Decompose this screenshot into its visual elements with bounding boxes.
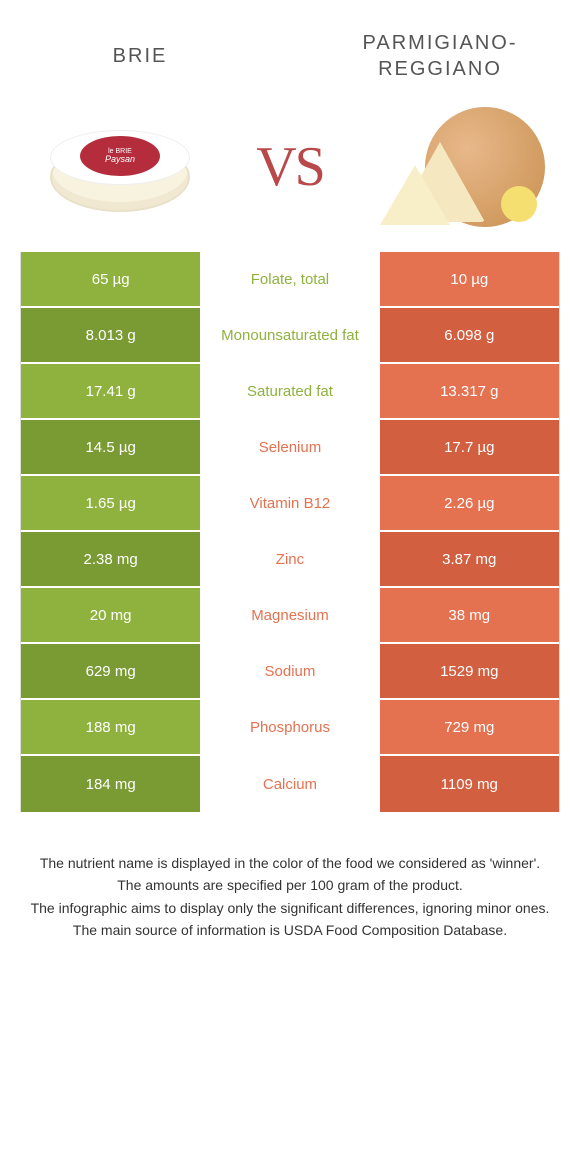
food-image-right — [370, 102, 550, 232]
table-row: 1.65 µgVitamin B122.26 µg — [21, 476, 559, 532]
nutrient-label: Magnesium — [200, 588, 379, 642]
footer-line: The nutrient name is displayed in the co… — [30, 852, 550, 874]
brie-label-icon: le BRIE Paysan — [80, 136, 160, 176]
table-row: 629 mgSodium1529 mg — [21, 644, 559, 700]
nutrient-label: Monounsaturated fat — [200, 308, 379, 362]
nutrient-table: 65 µgFolate, total10 µg8.013 gMonounsatu… — [20, 252, 560, 812]
table-row: 14.5 µgSelenium17.7 µg — [21, 420, 559, 476]
vs-label: VS — [256, 135, 324, 199]
value-right: 1109 mg — [380, 756, 559, 812]
food-title-left: Brie — [40, 43, 240, 69]
value-right: 729 mg — [380, 700, 559, 754]
header: Brie Parmigiano-Reggiano — [0, 0, 580, 92]
nutrient-label: Selenium — [200, 420, 379, 474]
value-left: 2.38 mg — [21, 532, 200, 586]
value-left: 20 mg — [21, 588, 200, 642]
value-left: 629 mg — [21, 644, 200, 698]
nutrient-label: Vitamin B12 — [200, 476, 379, 530]
footer-line: The main source of information is USDA F… — [30, 919, 550, 941]
footer-line: The infographic aims to display only the… — [30, 897, 550, 919]
value-right: 17.7 µg — [380, 420, 559, 474]
table-row: 8.013 gMonounsaturated fat6.098 g — [21, 308, 559, 364]
nutrient-label: Zinc — [200, 532, 379, 586]
table-row: 20 mgMagnesium38 mg — [21, 588, 559, 644]
nutrient-label: Phosphorus — [200, 700, 379, 754]
table-row: 65 µgFolate, total10 µg — [21, 252, 559, 308]
nutrient-label: Sodium — [200, 644, 379, 698]
table-row: 2.38 mgZinc3.87 mg — [21, 532, 559, 588]
comparison-images: le BRIE Paysan VS — [0, 92, 580, 252]
value-right: 2.26 µg — [380, 476, 559, 530]
table-row: 184 mgCalcium1109 mg — [21, 756, 559, 812]
value-left: 14.5 µg — [21, 420, 200, 474]
value-left: 65 µg — [21, 252, 200, 306]
value-right: 1529 mg — [380, 644, 559, 698]
value-right: 10 µg — [380, 252, 559, 306]
value-left: 8.013 g — [21, 308, 200, 362]
value-left: 184 mg — [21, 756, 200, 812]
food-title-right: Parmigiano-Reggiano — [340, 30, 540, 82]
footer-line: The amounts are specified per 100 gram o… — [30, 874, 550, 896]
footer-notes: The nutrient name is displayed in the co… — [0, 812, 580, 942]
value-right: 13.317 g — [380, 364, 559, 418]
table-row: 188 mgPhosphorus729 mg — [21, 700, 559, 756]
table-row: 17.41 gSaturated fat13.317 g — [21, 364, 559, 420]
nutrient-label: Saturated fat — [200, 364, 379, 418]
nutrient-label: Folate, total — [200, 252, 379, 306]
value-left: 17.41 g — [21, 364, 200, 418]
nutrient-label: Calcium — [200, 756, 379, 812]
value-right: 6.098 g — [380, 308, 559, 362]
value-left: 1.65 µg — [21, 476, 200, 530]
value-right: 3.87 mg — [380, 532, 559, 586]
value-right: 38 mg — [380, 588, 559, 642]
value-left: 188 mg — [21, 700, 200, 754]
food-image-left: le BRIE Paysan — [30, 102, 210, 232]
